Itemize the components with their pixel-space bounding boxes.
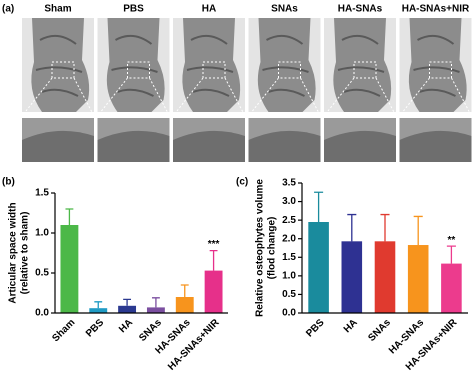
bar: [146, 307, 165, 313]
zoom-box: [353, 61, 377, 79]
error-bar: [446, 245, 456, 264]
bar: [118, 305, 137, 313]
x-tick-label: HA-SNAs+NIR: [166, 317, 222, 373]
y-tick-label: 0.0: [35, 308, 49, 319]
zoom-detail: [399, 130, 472, 162]
error-bar: [209, 249, 218, 271]
error-bar: [314, 191, 324, 222]
bar: [89, 308, 108, 313]
bone: [257, 18, 316, 112]
column-label: HA-SNAs: [338, 4, 383, 15]
y-tick-label: 0.0: [282, 308, 296, 319]
zoom-detail: [248, 130, 321, 162]
error-bar: [413, 215, 423, 246]
x-tick-label: PBS: [304, 317, 327, 340]
bone: [182, 18, 241, 112]
zoom-box: [202, 61, 226, 79]
error-bar: [380, 213, 390, 242]
y-axis-label: (relative to sham): [20, 212, 31, 295]
column-label: PBS: [123, 4, 144, 15]
bone-detail: [111, 34, 158, 97]
column-label: HA: [202, 4, 216, 15]
bone-detail: [262, 34, 309, 97]
zoom-lines: [97, 77, 170, 117]
error-bar: [180, 284, 189, 297]
zoom-detail: [173, 130, 245, 162]
column-label: HA-SNAs+NIR: [402, 4, 470, 15]
bone: [333, 18, 392, 112]
x-tick-label: SNAs: [366, 317, 393, 344]
bar: [308, 222, 329, 313]
zoom-box: [51, 61, 75, 79]
zoom-lines: [323, 77, 397, 117]
y-tick-label: 3.0: [282, 196, 296, 207]
panel-label: (c): [236, 177, 248, 188]
y-axis-label: (flod change): [267, 217, 278, 280]
y-tick-label: 3.5: [282, 178, 296, 189]
bone-detail: [337, 34, 385, 97]
x-tick-label: SNAs: [137, 317, 164, 344]
bar: [60, 225, 79, 313]
significance-label: ***: [208, 239, 220, 250]
zoom-detail: [324, 130, 396, 162]
y-tick-label: 1.0: [282, 270, 296, 281]
y-tick-label: 2.0: [282, 233, 296, 244]
bar: [204, 270, 223, 313]
error-bar: [123, 298, 132, 306]
y-tick-label: 1.0: [35, 228, 49, 239]
zoom-lines: [248, 77, 321, 117]
zoom-detail: [22, 130, 94, 162]
bar: [175, 297, 194, 313]
bone-detail: [413, 34, 460, 97]
bar: [374, 241, 396, 313]
error-bar: [151, 297, 160, 308]
y-tick-label: 1.5: [35, 188, 49, 199]
bone: [31, 18, 90, 112]
y-axis-label: Articular space width: [8, 202, 19, 303]
zoom-lines: [172, 77, 246, 117]
error-bar: [65, 208, 74, 225]
y-tick-label: 2.5: [282, 215, 296, 226]
zoom-box: [127, 61, 150, 79]
panel-label: (a): [2, 4, 14, 15]
x-tick-label: PBS: [84, 317, 107, 340]
bone: [408, 18, 467, 112]
x-tick-label: HA: [117, 317, 135, 335]
bone-detail: [35, 34, 83, 97]
zoom-lines: [399, 77, 472, 117]
y-tick-label: 1.5: [282, 252, 296, 263]
bone: [106, 18, 165, 112]
significance-label: **: [448, 235, 456, 246]
x-tick-label: Sham: [50, 317, 77, 344]
zoom-box: [429, 61, 452, 79]
zoom-detail: [97, 130, 170, 162]
bar: [341, 241, 363, 313]
panel-label: (b): [2, 177, 15, 188]
y-tick-label: 0.5: [282, 289, 296, 300]
bar: [441, 263, 462, 313]
y-tick-label: 0.5: [35, 268, 49, 279]
y-axis-label: Relative osteophytes volume: [255, 179, 266, 317]
column-label: Sham: [44, 4, 71, 15]
zoom-lines: [21, 77, 95, 117]
error-bar: [347, 213, 357, 242]
bar: [407, 245, 429, 313]
bone-detail: [186, 34, 234, 97]
x-tick-label: HA: [342, 317, 360, 335]
zoom-box: [278, 61, 301, 79]
error-bar: [94, 301, 103, 309]
column-label: SNAs: [271, 4, 298, 15]
